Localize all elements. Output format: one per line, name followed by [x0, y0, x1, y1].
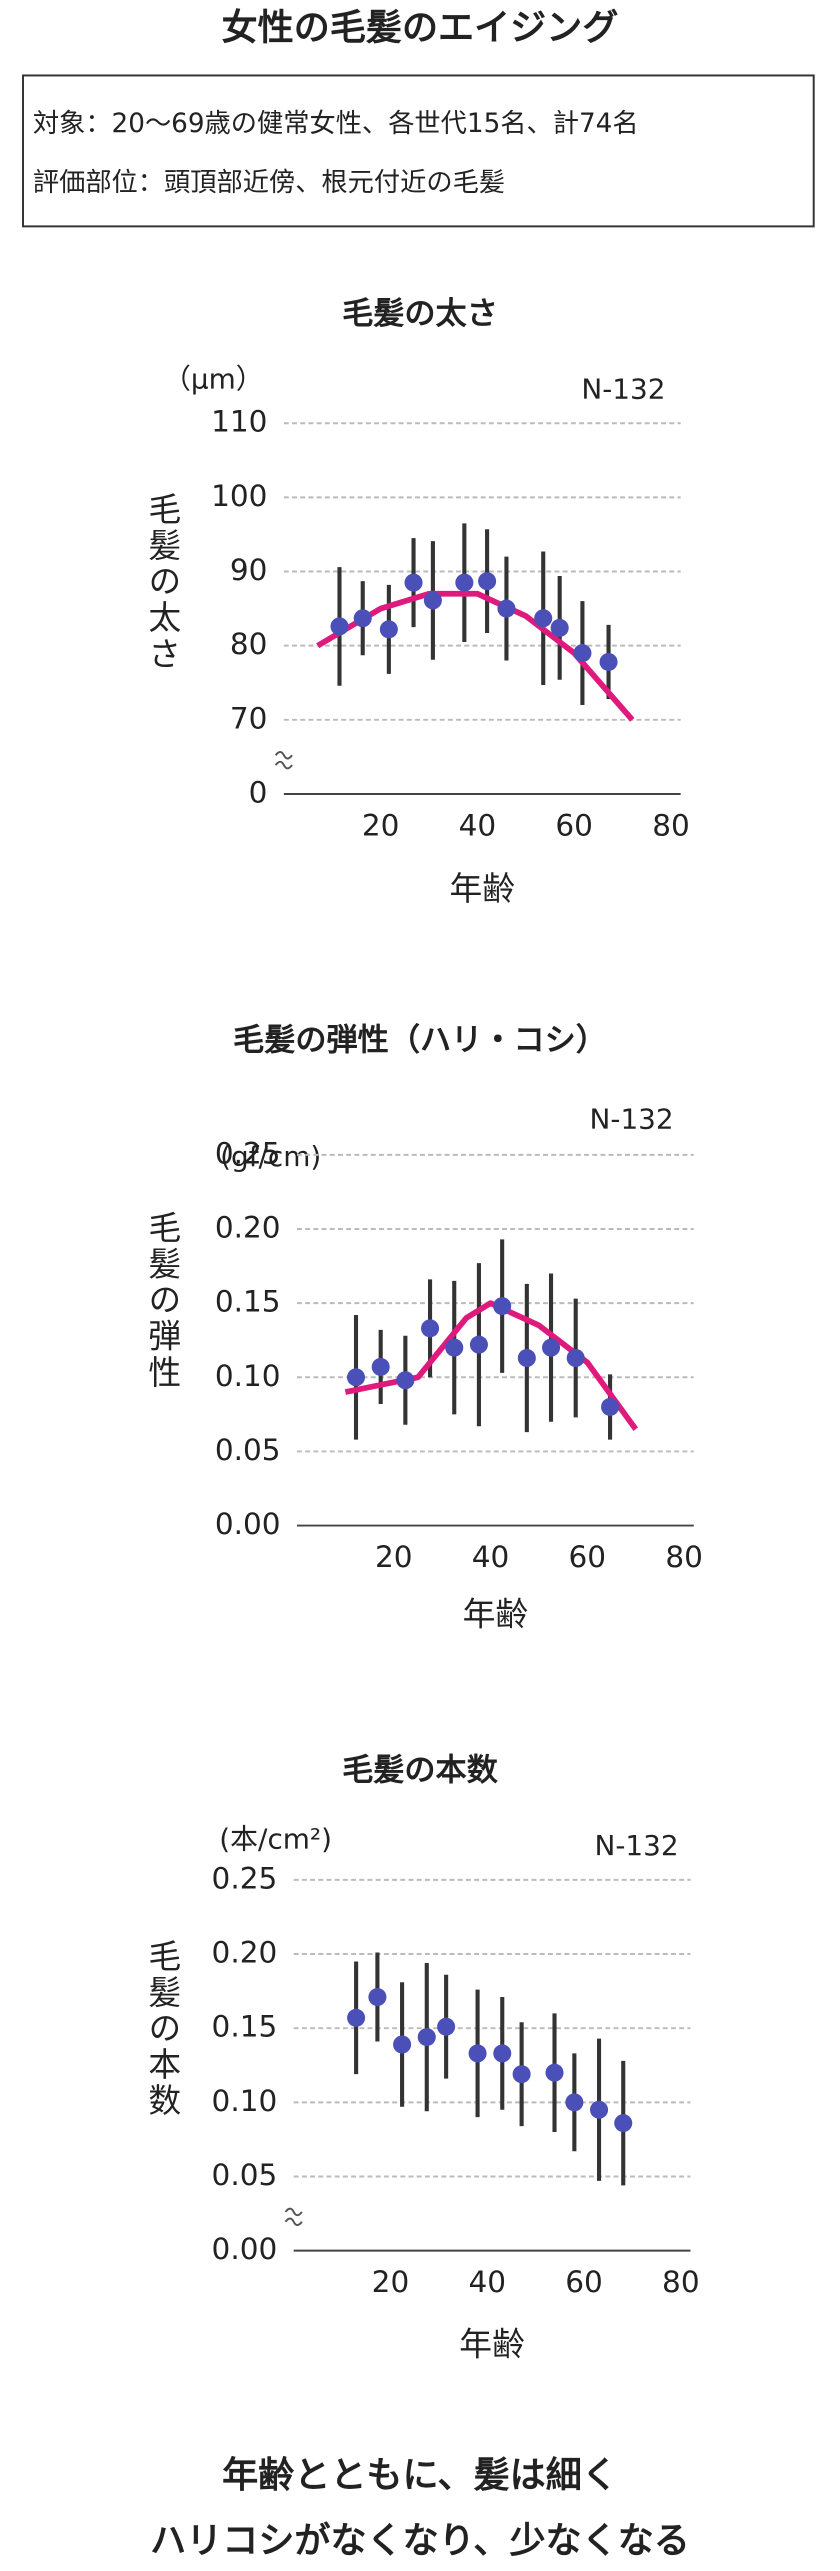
unit-label: (本/cm²)	[219, 1823, 332, 1856]
chart-title: 毛髪の太さ	[342, 296, 498, 332]
y-tick-label: 70	[230, 701, 268, 735]
data-point	[468, 2044, 487, 2063]
x-tick-label: 20	[362, 808, 400, 842]
data-point	[573, 644, 592, 663]
data-point	[353, 609, 372, 628]
y-axis-label: 毛髪の本数	[143, 1939, 181, 2119]
data-point	[396, 1371, 415, 1390]
y-tick-label: 0.10	[215, 1359, 281, 1393]
x-tick-label: 40	[459, 808, 497, 842]
data-point	[493, 1297, 512, 1316]
data-point	[566, 1348, 585, 1368]
x-axis-label: 年齢	[449, 870, 515, 908]
data-point	[497, 599, 516, 618]
data-point	[379, 620, 398, 639]
data-point	[517, 1348, 536, 1368]
x-tick-label: 60	[565, 2265, 603, 2299]
data-point	[421, 1319, 440, 1338]
data-point	[437, 2017, 456, 2036]
note: 対象：20〜69歳の健常女性、各世代15名、計74名	[33, 109, 639, 139]
data-point	[423, 591, 442, 610]
y-tick-label: 100	[211, 479, 267, 513]
x-tick-label: 60	[555, 808, 593, 842]
n-label: N-132	[594, 1829, 678, 1862]
x-tick-label: 40	[472, 1540, 510, 1574]
note-box	[22, 74, 815, 228]
y-tick-label: 110	[211, 405, 267, 439]
footer-text: ハリコシがなくなり、少なくなる	[150, 2520, 690, 2562]
trend-line	[344, 1300, 639, 1431]
axis-break	[274, 760, 293, 770]
data-point	[545, 2063, 564, 2082]
data-point	[371, 1357, 390, 1376]
axis-break	[284, 2217, 303, 2227]
chart-title: 毛髪の本数	[342, 1753, 499, 1789]
x-tick-label: 40	[468, 2265, 506, 2299]
data-point	[393, 2035, 412, 2054]
x-tick-label: 80	[652, 808, 690, 842]
y-tick-label: 0.20	[212, 1936, 278, 1970]
data-point	[469, 1335, 488, 1354]
data-point	[347, 2008, 366, 2027]
data-point	[346, 1368, 366, 1387]
data-point	[512, 2065, 531, 2084]
x-tick-label: 60	[569, 1540, 607, 1574]
y-tick-label: 0.05	[212, 2158, 278, 2192]
y-tick-label: 0.15	[212, 2010, 278, 2044]
data-point	[590, 2100, 609, 2119]
y-tick-label: 80	[230, 627, 268, 661]
data-point	[534, 609, 553, 628]
chart-title: 毛髪の弾性（ハリ・コシ）	[233, 1023, 607, 1059]
n-label: N-132	[581, 372, 665, 405]
y-tick-label: 0.05	[215, 1433, 281, 1467]
n-label: N-132	[590, 1102, 674, 1135]
note: 評価部位：頭頂部近傍、根元付近の毛髪	[33, 168, 505, 198]
data-point	[493, 2044, 512, 2063]
data-point	[368, 1988, 387, 2007]
data-point	[542, 1338, 561, 1357]
data-point	[550, 618, 569, 637]
data-point	[614, 2114, 633, 2133]
y-tick-label: 0.20	[215, 1210, 281, 1244]
x-axis-label: 年齢	[459, 2325, 525, 2363]
y-tick-label: 0.00	[215, 1507, 281, 1541]
x-tick-label: 20	[372, 2265, 410, 2299]
axis-break	[284, 2207, 303, 2217]
footer-text: 年齢とともに、髪は細く	[222, 2454, 618, 2496]
data-point	[445, 1338, 464, 1357]
data-point	[330, 617, 349, 636]
data-point	[601, 1397, 620, 1416]
y-tick-label: 0.10	[212, 2084, 278, 2118]
data-point	[565, 2093, 584, 2112]
axis-break	[274, 750, 293, 760]
x-tick-label: 20	[375, 1540, 413, 1574]
y-axis-label: 毛髪の太さ	[143, 492, 181, 672]
y-tick-label: 90	[230, 553, 268, 587]
x-tick-label: 80	[662, 2265, 700, 2299]
y-tick-label: 0.15	[215, 1285, 281, 1319]
y-tick-label: 0.25	[215, 1136, 281, 1170]
data-point	[478, 572, 497, 591]
y-tick-label: 0.00	[212, 2232, 278, 2266]
page-title: 女性の毛髪のエイジング	[222, 7, 619, 49]
data-point	[404, 573, 423, 592]
unit-label: (gf/cm)	[220, 1140, 321, 1173]
data-point	[417, 2028, 436, 2047]
x-tick-label: 80	[665, 1540, 703, 1574]
data-point	[455, 573, 474, 592]
x-axis-label: 年齢	[463, 1595, 529, 1633]
y-tick-label: 0.25	[212, 1861, 278, 1895]
unit-label: （μm）	[163, 363, 264, 396]
data-point	[599, 652, 618, 671]
y-tick-label: 0	[249, 775, 268, 809]
y-axis-label: 毛髪の弾性	[143, 1211, 181, 1391]
